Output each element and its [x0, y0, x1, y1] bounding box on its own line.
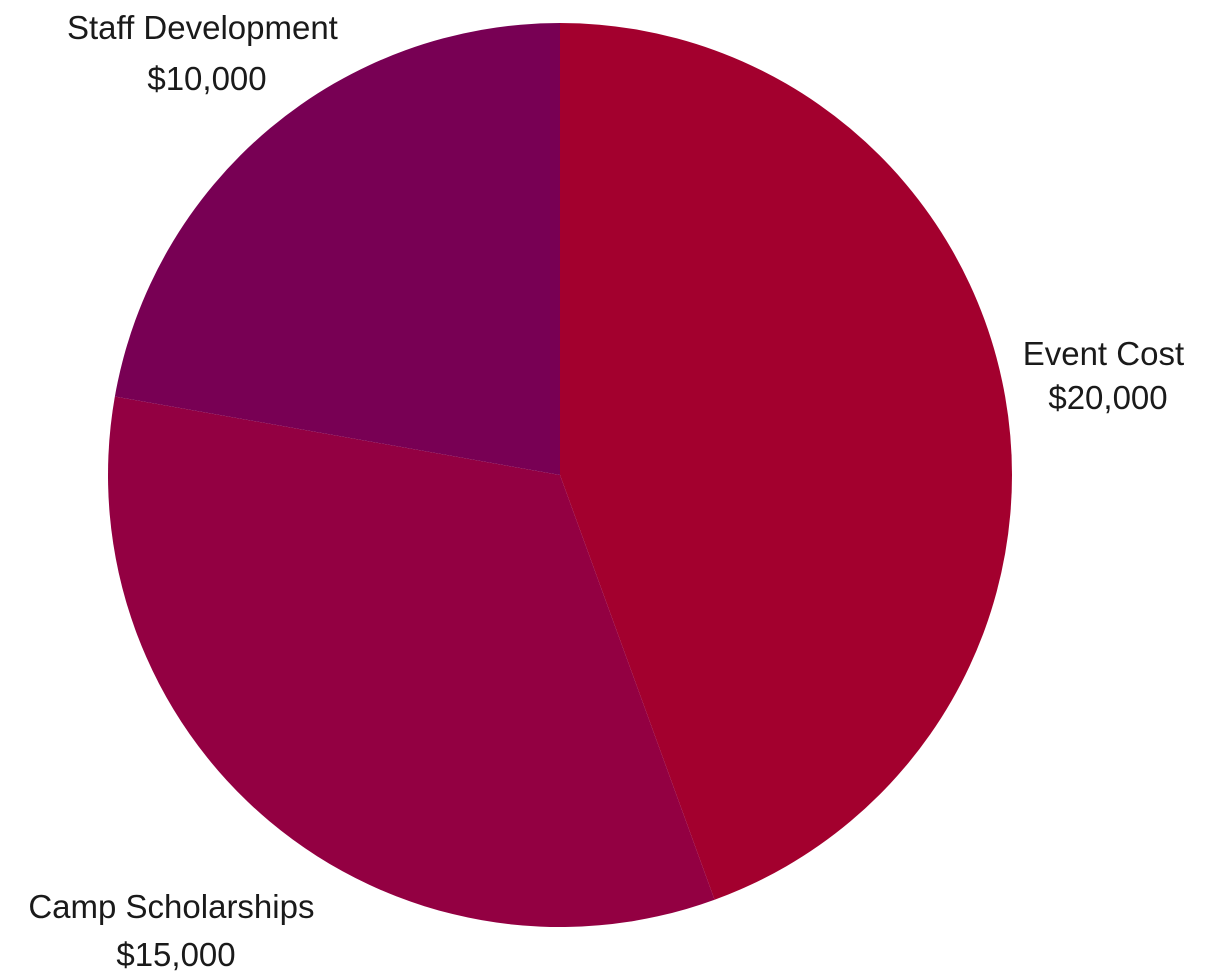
label-event-cost-value: $20,000: [1048, 379, 1167, 416]
pie-slices: [108, 23, 1012, 928]
label-event-cost: Event Cost $20,000: [1023, 335, 1194, 416]
label-staff-development: Staff Development $10,000: [67, 9, 347, 97]
label-staff-development-value: $10,000: [147, 60, 266, 97]
label-camp-scholarships-value: $15,000: [116, 936, 235, 973]
slice-event-cost: [560, 23, 1012, 900]
slice-camp-scholarships: [108, 396, 715, 928]
label-staff-development-name: Staff Development: [67, 9, 338, 46]
pie-labels: Event Cost $20,000 Camp Scholarships $15…: [28, 9, 1194, 973]
label-camp-scholarships-name: Camp Scholarships: [28, 888, 314, 925]
label-camp-scholarships: Camp Scholarships $15,000: [28, 888, 323, 973]
slice-staff-development: [114, 23, 561, 475]
label-event-cost-name: Event Cost: [1023, 335, 1184, 372]
